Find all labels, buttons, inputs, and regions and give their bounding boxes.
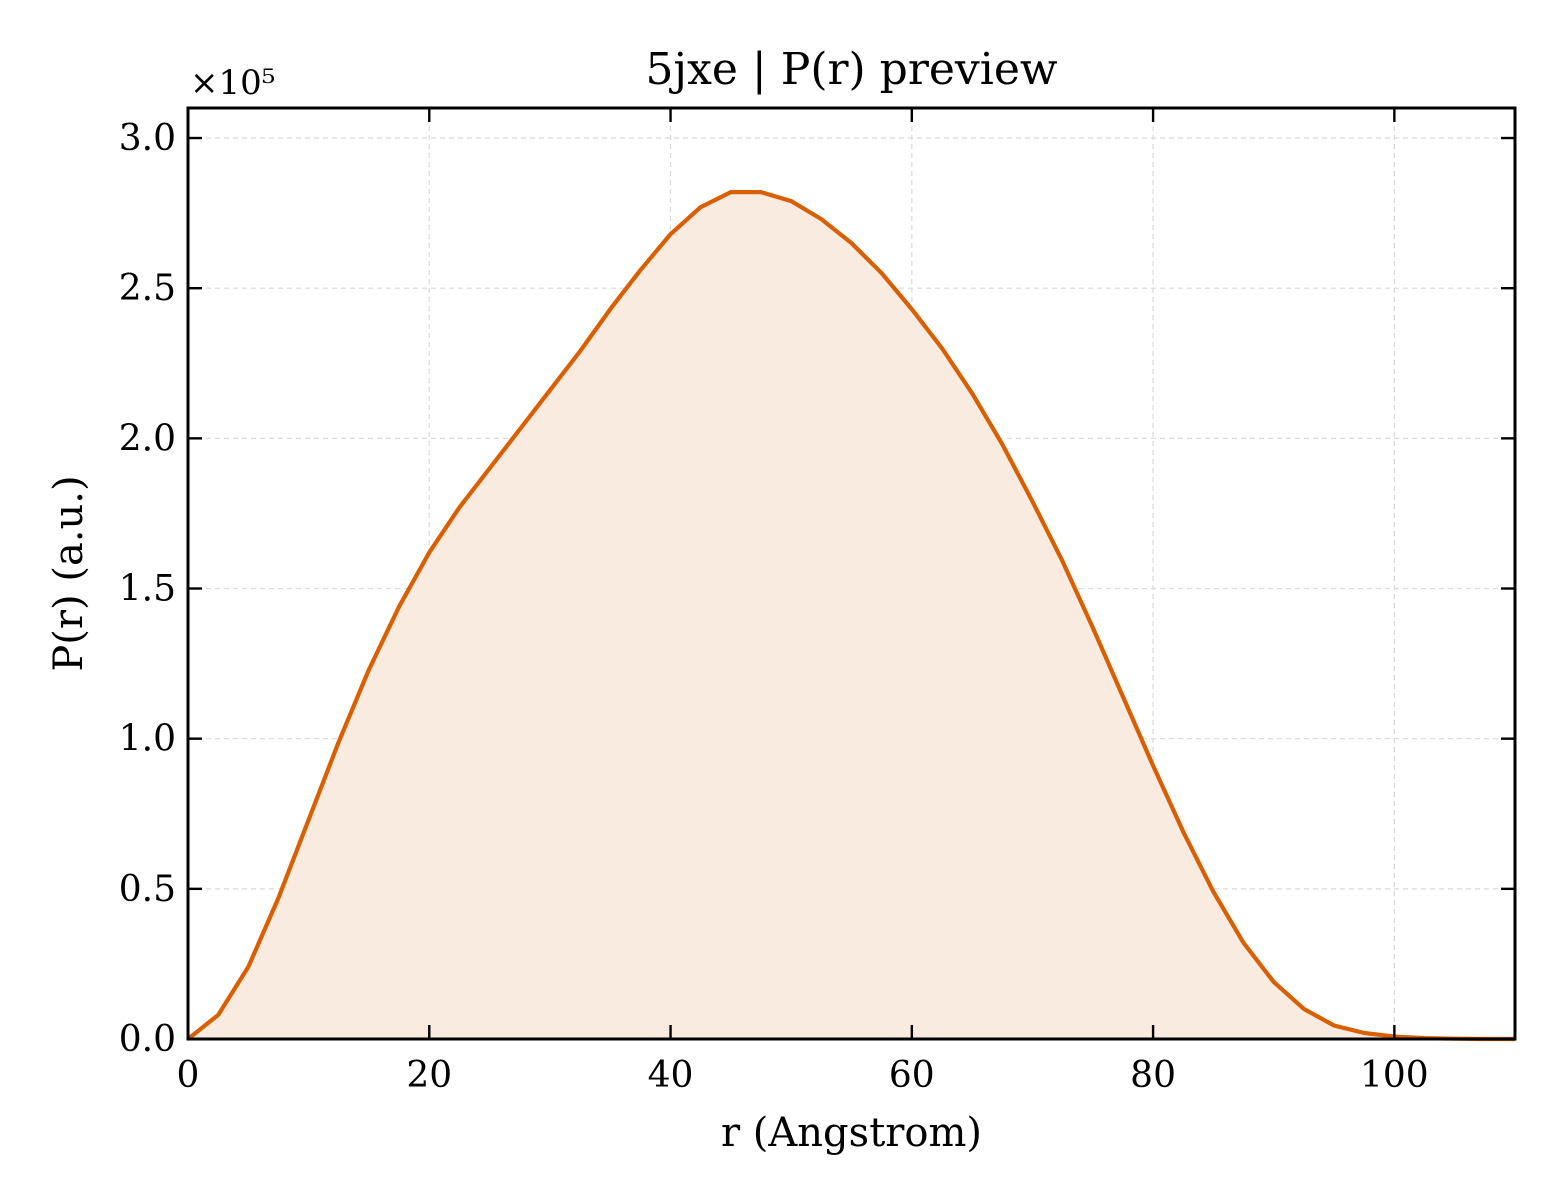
x-tick-label: 60 xyxy=(889,1055,935,1096)
x-tick-label: 40 xyxy=(648,1055,694,1096)
y-tick-label: 0.0 xyxy=(119,1019,176,1060)
x-tick-label: 80 xyxy=(1130,1055,1176,1096)
y-scale-note: ×10⁵ xyxy=(190,63,275,103)
pr-series-line xyxy=(186,189,1515,1042)
y-tick-label: 2.5 xyxy=(119,268,176,309)
chart-title: 5jxe | P(r) preview xyxy=(645,44,1057,95)
y-axis-label: P(r) (a.u.) xyxy=(46,475,92,671)
tick-labels: 0 20 40 60 80 100 0.0 0.5 1.0 1.5 2.0 2.5 3.0 xyxy=(119,118,1429,1096)
y-tick-label: 0.5 xyxy=(119,869,176,910)
x-tick-label: 20 xyxy=(406,1055,452,1096)
plot-frame xyxy=(186,106,1517,1041)
y-tick-label: 3.0 xyxy=(119,118,176,159)
axis-ticks xyxy=(186,108,1515,1041)
pr-area-fill xyxy=(188,192,1515,1040)
y-tick-label: 1.5 xyxy=(119,569,176,610)
x-axis-label: r (Angstrom) xyxy=(721,1110,982,1156)
x-tick-label: 100 xyxy=(1360,1055,1429,1096)
y-tick-label: 2.0 xyxy=(119,418,176,459)
y-tick-label: 1.0 xyxy=(119,719,176,760)
x-tick-label: 0 xyxy=(177,1055,200,1096)
